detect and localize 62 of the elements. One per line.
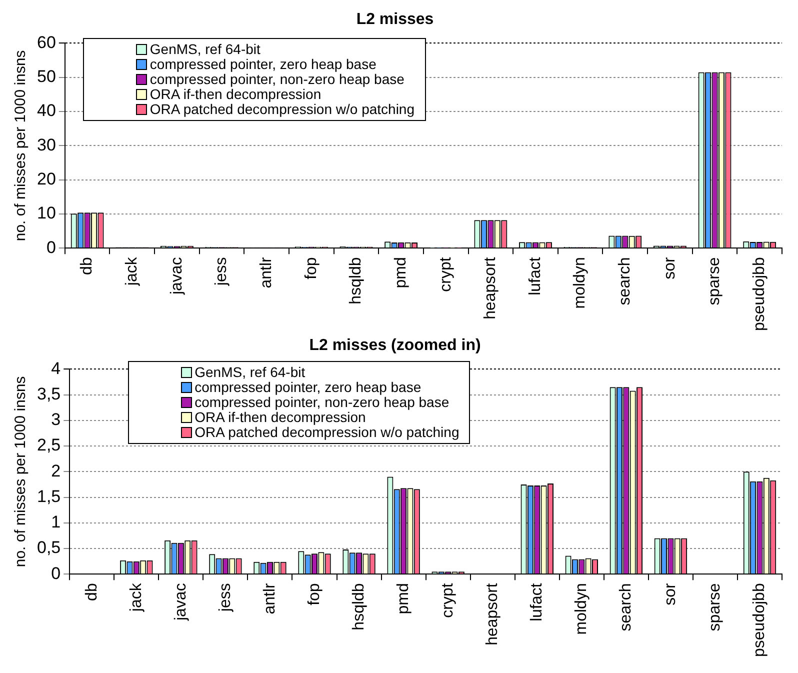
x-tick-label: search (618, 583, 635, 632)
x-tick-label: moldyn (573, 583, 590, 635)
x-tick-label: jack (128, 582, 145, 613)
x-tick-label: pseudojbb (751, 583, 768, 657)
y-tick-label: 2 (51, 461, 61, 480)
y-tick-label: 40 (36, 101, 56, 120)
y-tick-label: 3,5 (36, 384, 61, 404)
x-tick-label: sparse (706, 583, 724, 632)
legend-label: compressed pointer, zero heap base (150, 56, 376, 72)
legend-label: GenMS, ref 64-bit (194, 364, 306, 380)
chart-title: L2 misses (zoomed in) (309, 337, 481, 354)
x-tick-label: javac (168, 257, 186, 296)
x-tick-label: hsqldb (348, 257, 365, 304)
x-tick-label: jack (124, 256, 141, 287)
y-tick-label: 0 (46, 238, 56, 257)
x-tick-label: fop (302, 257, 320, 280)
x-tick-label: crypt (439, 582, 456, 618)
legend-label: compressed pointer, non-zero heap base (150, 71, 404, 88)
x-tick-label: lufact (526, 256, 544, 296)
x-tick-label: db (83, 583, 100, 601)
legend-label: ORA patched decompression w/o patching (194, 424, 460, 440)
x-tick-label: antlr (261, 582, 278, 614)
x-tick-label: sparse (706, 257, 724, 306)
chart-title: L2 misses (356, 11, 434, 28)
x-tick-label: jess (213, 257, 230, 287)
x-tick-label: fop (306, 583, 323, 606)
x-tick-label: javac (172, 583, 190, 622)
y-axis-title: no. of misses per 1000 insns (12, 376, 30, 568)
y-tick-label: 10 (36, 204, 56, 223)
x-tick-label: jess (216, 583, 234, 613)
x-tick-label: heapsort (482, 256, 500, 320)
legend-label: compressed pointer, zero heap base (194, 379, 422, 396)
y-tick-label: 0 (51, 564, 61, 583)
x-tick-label: heapsort (484, 582, 502, 646)
x-tick-label: sor (662, 582, 680, 606)
y-tick-label: 1,5 (36, 486, 61, 506)
x-tick-label: lufact (528, 582, 546, 622)
x-tick-label: db (78, 257, 96, 275)
x-tick-label: pmd (394, 583, 412, 614)
y-tick-label: 1 (51, 512, 61, 532)
x-tick-label: sor (661, 256, 678, 280)
y-tick-label: 30 (36, 135, 56, 154)
y-tick-label: 60 (36, 32, 56, 52)
legend-label: ORA if-then decompression (150, 86, 322, 102)
y-tick-label: 2,5 (36, 436, 61, 455)
y-tick-label: 20 (36, 170, 56, 189)
y-axis-title: no. of misses per 1000 insns (12, 50, 30, 242)
legend-label: ORA if-then decompression (194, 409, 366, 426)
x-tick-label: crypt (437, 256, 454, 292)
y-tick-label: 3 (51, 410, 61, 430)
y-tick-label: 0,5 (36, 538, 61, 558)
x-tick-label: antlr (258, 256, 275, 288)
x-tick-label: moldyn (572, 257, 589, 309)
y-tick-label: 4 (51, 358, 61, 378)
x-tick-label: search (616, 257, 634, 306)
y-tick-label: 50 (36, 67, 56, 86)
x-tick-label: pmd (392, 257, 410, 288)
legend-label: GenMS, ref 64-bit (150, 41, 260, 58)
x-tick-label: hsqldb (350, 583, 368, 630)
legend-label: compressed pointer, non-zero heap base (194, 394, 450, 410)
legend-label: ORA patched decompression w/o patching (150, 101, 415, 118)
x-tick-label: pseudojbb (750, 257, 768, 331)
